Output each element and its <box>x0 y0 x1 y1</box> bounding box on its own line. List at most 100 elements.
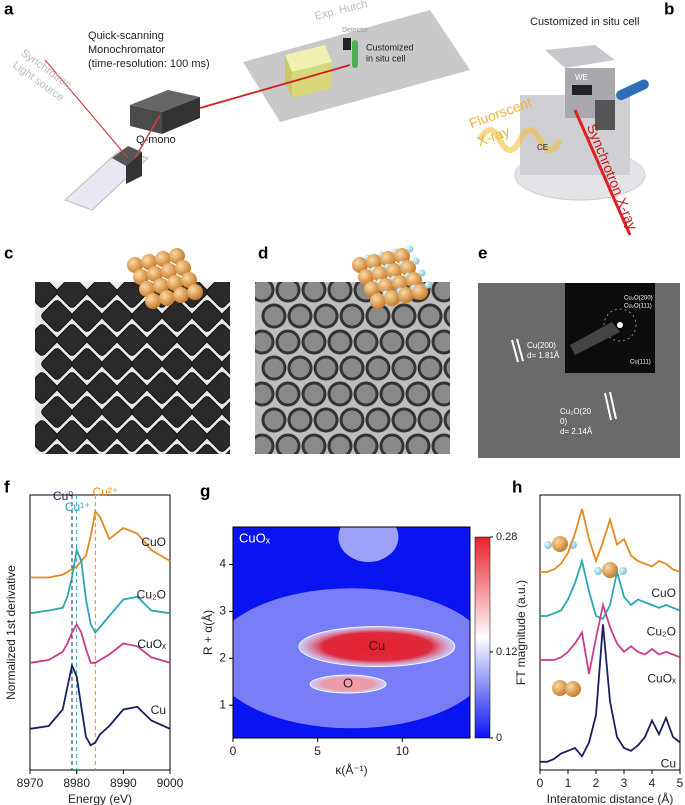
nanoshell <box>301 282 327 303</box>
nanocube <box>131 444 163 454</box>
nanocube <box>206 420 230 452</box>
nanoshell <box>327 433 353 454</box>
panel-label: e <box>478 243 487 262</box>
nanocube <box>176 372 208 404</box>
qmono-label: Q-mono <box>136 134 176 146</box>
nanocube <box>191 444 223 454</box>
nanoshell <box>287 355 313 381</box>
y-axis-label: FT magnitude (a.u.) <box>514 580 528 685</box>
nanoshell <box>287 303 313 329</box>
nanoshell <box>391 407 417 433</box>
nanocube <box>71 348 103 380</box>
nanoshell <box>255 381 275 407</box>
reference-label: Cu⁰ <box>53 489 73 503</box>
atom <box>565 681 581 697</box>
re-label: RE <box>650 81 661 90</box>
nanocube <box>221 348 230 380</box>
nanocube <box>146 372 178 404</box>
atom <box>141 254 157 270</box>
y-tick-label: 4 <box>219 557 226 571</box>
nanocube <box>116 324 148 356</box>
atom <box>619 567 627 575</box>
colorbar <box>474 536 491 739</box>
nanocube <box>35 420 58 452</box>
atom <box>424 281 432 289</box>
nanoshell <box>365 355 391 381</box>
nanocube <box>176 324 208 356</box>
x-axis-label: Interatomic distance (Å) <box>547 791 674 805</box>
nanocube <box>131 348 163 380</box>
colorbar-tick-label: 0.12 <box>496 646 517 658</box>
x-tick-label: 10 <box>396 744 410 758</box>
atom <box>370 293 386 309</box>
nanocube <box>86 282 118 308</box>
series-label: Cu <box>151 703 166 717</box>
nanocube <box>56 282 88 308</box>
nanoshell <box>301 381 327 407</box>
hutch-label: Exp. Hutch <box>314 0 369 23</box>
atom <box>358 269 374 285</box>
atom <box>364 281 380 297</box>
nanoshell <box>261 355 287 381</box>
mono-label: Monochromator <box>88 44 165 56</box>
y-tick-label: 2 <box>219 650 226 664</box>
x-tick-label: 0 <box>537 776 544 790</box>
nanoshell <box>443 357 450 379</box>
panel-label: b <box>664 0 674 18</box>
spectrum-line <box>540 624 681 763</box>
lattice-label: 0) <box>560 417 567 426</box>
lattice-label: Cu₂O(20 <box>560 407 592 416</box>
nanocube <box>221 300 230 332</box>
nanoshell <box>417 407 443 433</box>
mono-label: (time-resolution: 100 ms) <box>88 58 210 70</box>
peak-label: Cu <box>369 638 386 653</box>
nanocube <box>56 324 88 356</box>
x-tick-label: 9000 <box>157 776 184 790</box>
atom <box>552 680 568 696</box>
nanocube <box>71 300 103 332</box>
nanocube <box>161 444 193 454</box>
panel-a-art <box>44 10 470 211</box>
atom <box>169 248 185 264</box>
nanoshell <box>339 407 365 433</box>
nanoshell <box>255 282 275 303</box>
nanoshell <box>431 329 450 355</box>
nanocube <box>146 324 178 356</box>
nanocube <box>56 420 88 452</box>
peak-label: O <box>343 676 353 691</box>
atom <box>173 287 189 303</box>
series-label: CuOₓ <box>647 671 676 685</box>
nanoshell <box>353 329 379 355</box>
nanoshell <box>353 381 379 407</box>
atom <box>181 272 197 288</box>
reference-label: Cu¹⁺ <box>65 500 91 514</box>
panel-label: d <box>258 243 268 262</box>
atom <box>602 562 618 578</box>
saed-label: Cu₂O(111) <box>624 304 652 310</box>
lattice-label: Cu(200) <box>527 341 556 350</box>
atom <box>552 536 568 552</box>
x-tick-label: 5 <box>314 744 321 758</box>
nanocube <box>35 324 58 356</box>
heatmap <box>233 527 470 738</box>
nanoshell <box>327 329 353 355</box>
spectrum-line <box>540 508 681 573</box>
nanoshell <box>379 329 405 355</box>
x-tick-label: 8980 <box>63 776 90 790</box>
y-axis-label: R + α(Å) <box>200 610 215 655</box>
nanocube <box>41 444 73 454</box>
plot-frame <box>232 526 471 739</box>
x-tick-label: 8970 <box>17 776 44 790</box>
nanocube <box>101 300 133 332</box>
nanocube <box>86 420 118 452</box>
atom <box>352 257 368 273</box>
nanoshell <box>339 355 365 381</box>
nanocube <box>71 444 103 454</box>
lattice-label: d= 2.14Å <box>560 427 593 436</box>
atom <box>366 254 382 270</box>
panel-e-image <box>478 283 680 458</box>
x-tick-label: 1 <box>565 776 572 790</box>
atom <box>372 266 388 282</box>
panel-label: h <box>512 477 522 496</box>
atom <box>544 541 552 549</box>
